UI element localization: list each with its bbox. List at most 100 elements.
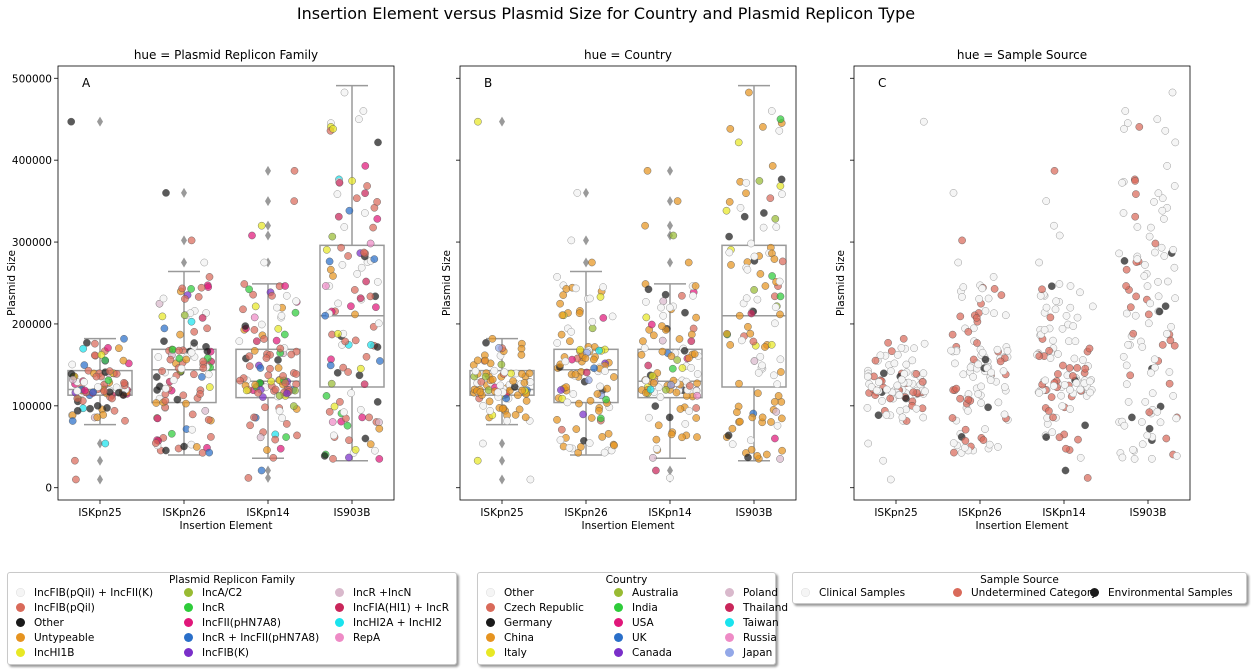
legend-label: India bbox=[632, 602, 658, 614]
legend-entry: IncR + IncFII(pHN7A8) bbox=[184, 632, 319, 644]
strip-point bbox=[1154, 189, 1163, 198]
strip-point bbox=[872, 386, 881, 395]
strip-point bbox=[178, 284, 186, 293]
strip-point bbox=[1156, 418, 1165, 427]
strip-point bbox=[514, 391, 522, 400]
strip-point bbox=[159, 294, 168, 303]
strip-point bbox=[558, 425, 566, 434]
strip-point bbox=[336, 398, 344, 406]
legend-label: IncHI1B bbox=[34, 647, 75, 659]
strip-point bbox=[599, 283, 607, 291]
strip-point bbox=[608, 312, 617, 321]
strip-point bbox=[1145, 424, 1154, 433]
strip-point bbox=[245, 362, 254, 370]
strip-point bbox=[361, 209, 369, 217]
strip-point bbox=[496, 381, 505, 390]
strip-point bbox=[360, 380, 369, 389]
strip-point bbox=[1138, 343, 1147, 351]
strip-point bbox=[642, 376, 650, 385]
strip-point bbox=[205, 448, 213, 457]
legend-entry: IncR bbox=[184, 602, 225, 614]
strip-point bbox=[776, 455, 784, 463]
strip-point bbox=[352, 194, 361, 202]
strip-point bbox=[1058, 324, 1067, 333]
strip-point bbox=[981, 355, 990, 364]
legend-marker bbox=[725, 633, 734, 642]
strip-point bbox=[1169, 245, 1178, 254]
strip-point bbox=[235, 337, 244, 346]
strip-point bbox=[1155, 307, 1164, 316]
strip-point bbox=[340, 408, 348, 417]
outlier-marker bbox=[667, 465, 673, 476]
strip-point bbox=[274, 324, 283, 333]
strip-point bbox=[735, 379, 743, 388]
legend-replicon-family: Plasmid Replicon Family IncFIB(pQil) + I… bbox=[7, 572, 457, 665]
strip-point bbox=[994, 398, 1003, 407]
strip-point bbox=[115, 344, 123, 353]
legend-label: Taiwan bbox=[743, 617, 779, 629]
strip-point bbox=[1119, 209, 1128, 217]
strip-point bbox=[194, 293, 203, 301]
strip-point bbox=[481, 372, 490, 381]
outlier-marker bbox=[181, 187, 187, 198]
strip-point bbox=[182, 399, 190, 408]
legend-label: China bbox=[504, 632, 534, 644]
strip-point bbox=[375, 455, 384, 463]
strip-point bbox=[743, 265, 752, 274]
outlier-marker bbox=[667, 165, 673, 176]
strip-point bbox=[239, 305, 247, 314]
legend-marker bbox=[16, 648, 25, 657]
strip-point bbox=[1127, 303, 1135, 312]
strip-point bbox=[358, 413, 367, 422]
strip-point bbox=[481, 356, 490, 365]
strip-point bbox=[199, 364, 208, 373]
strip-point bbox=[104, 344, 112, 352]
legend-entry: Taiwan bbox=[725, 617, 779, 629]
strip-point bbox=[1160, 252, 1169, 260]
strip-point bbox=[355, 115, 363, 124]
strip-point bbox=[875, 378, 883, 386]
strip-point bbox=[1083, 474, 1092, 482]
strip-point bbox=[602, 395, 610, 404]
strip-point bbox=[724, 431, 733, 440]
strip-point bbox=[893, 351, 902, 359]
strip-point bbox=[203, 324, 211, 333]
strip-point bbox=[772, 407, 781, 416]
strip-point bbox=[990, 285, 999, 293]
strip-point bbox=[328, 418, 337, 426]
strip-point bbox=[693, 370, 702, 378]
strip-point bbox=[753, 452, 762, 460]
outlier-marker bbox=[667, 257, 673, 268]
legend-entry: Untypeable bbox=[16, 632, 94, 644]
strip-point bbox=[1088, 302, 1097, 311]
legend-marker bbox=[335, 603, 344, 612]
strip-point bbox=[1050, 221, 1058, 230]
strip-point bbox=[912, 370, 921, 378]
strip-point bbox=[1073, 313, 1082, 322]
strip-point bbox=[120, 334, 128, 343]
strip-point bbox=[586, 396, 595, 405]
strip-point bbox=[281, 379, 290, 387]
box-iskpn25 bbox=[469, 116, 535, 485]
strip-point bbox=[198, 314, 207, 322]
legend-entry: IncR +IncN bbox=[335, 587, 411, 599]
strip-point bbox=[257, 466, 266, 475]
strip-point bbox=[888, 347, 896, 356]
strip-point bbox=[1120, 257, 1129, 265]
strip-point bbox=[879, 456, 888, 465]
strip-point bbox=[952, 384, 961, 393]
legend-entry: IncFIB(pQil) + IncFII(K) bbox=[16, 587, 153, 599]
x-tick-label: ISKpn25 bbox=[874, 507, 917, 519]
strip-point bbox=[675, 335, 684, 343]
strip-point bbox=[693, 391, 701, 400]
strip-point bbox=[263, 446, 271, 454]
strip-point bbox=[73, 406, 82, 415]
strip-point bbox=[190, 370, 198, 379]
strip-point bbox=[282, 291, 291, 300]
strip-point bbox=[1057, 391, 1065, 400]
strip-point bbox=[162, 189, 170, 197]
strip-point bbox=[652, 444, 661, 453]
strip-point bbox=[693, 433, 701, 441]
strip-point bbox=[290, 166, 299, 175]
strip-point bbox=[778, 190, 786, 198]
